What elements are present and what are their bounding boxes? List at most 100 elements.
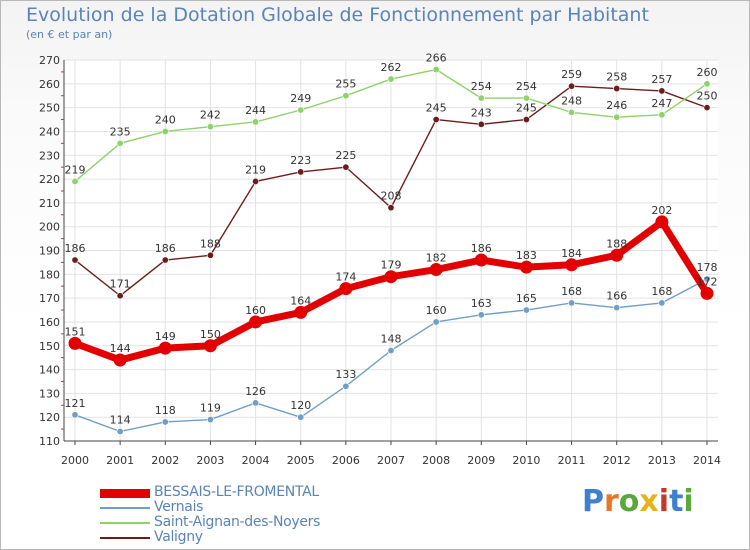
data-point (161, 256, 169, 264)
data-label: 223 (290, 154, 311, 167)
data-label: 179 (381, 259, 402, 272)
data-point (206, 251, 214, 259)
data-point (522, 306, 530, 314)
x-tick-label: 2009 (467, 454, 495, 467)
data-label: 254 (471, 80, 492, 93)
x-tick-label: 2012 (603, 454, 631, 467)
data-label: 171 (110, 278, 131, 291)
proxiti-logo: Proxiti (582, 484, 694, 519)
data-label: 149 (155, 330, 176, 343)
x-tick-label: 2014 (693, 454, 721, 467)
data-point (71, 177, 79, 185)
data-point (432, 116, 440, 124)
data-point (655, 215, 669, 229)
data-point (297, 106, 305, 114)
data-label: 164 (290, 294, 311, 307)
data-point (342, 163, 350, 171)
data-label: 219 (65, 163, 86, 176)
data-point (429, 263, 443, 277)
data-label: 260 (697, 66, 718, 79)
x-tick-label: 2003 (196, 454, 224, 467)
x-tick-label: 2007 (377, 454, 405, 467)
data-label: 126 (245, 385, 266, 398)
data-point (158, 341, 172, 355)
legend-label: Valigny (154, 529, 203, 545)
data-point (474, 253, 488, 267)
data-point (610, 248, 624, 262)
y-tick-label: 130 (39, 387, 60, 400)
data-label: 144 (110, 342, 131, 355)
data-label: 254 (516, 80, 537, 93)
data-point (249, 315, 263, 329)
data-label: 225 (335, 149, 356, 162)
chart-title: Evolution de la Dotation Globale de Fonc… (26, 4, 649, 26)
data-point (703, 275, 711, 283)
data-label: 174 (335, 271, 356, 284)
data-point (113, 353, 127, 367)
data-point (71, 411, 79, 419)
data-label: 257 (651, 73, 672, 86)
data-point (297, 413, 305, 421)
data-point (568, 299, 576, 307)
data-point (477, 120, 485, 128)
data-label: 247 (651, 97, 672, 110)
y-tick-label: 110 (39, 435, 60, 448)
data-point (206, 123, 214, 131)
data-point (432, 318, 440, 326)
x-tick-label: 2002 (151, 454, 179, 467)
legend-label: Vernais (154, 499, 204, 515)
x-tick-label: 2000 (61, 454, 89, 467)
data-label: 151 (65, 325, 86, 338)
data-point (519, 260, 533, 274)
data-label: 119 (200, 402, 221, 415)
x-tick-label: 2006 (332, 454, 360, 467)
data-label: 242 (200, 109, 221, 122)
x-tick-label: 2008 (422, 454, 450, 467)
data-point (203, 339, 217, 353)
data-label: 246 (606, 99, 627, 112)
data-point (116, 427, 124, 435)
data-point (387, 204, 395, 212)
y-tick-label: 190 (39, 245, 60, 258)
data-label: 160 (245, 304, 266, 317)
data-label: 183 (516, 249, 537, 262)
data-point (68, 336, 82, 350)
x-tick-label: 2004 (242, 454, 270, 467)
data-label: 172 (697, 275, 718, 288)
data-label: 121 (65, 397, 86, 410)
data-point (71, 256, 79, 264)
data-label: 258 (606, 71, 627, 84)
data-point (252, 118, 260, 126)
data-point (565, 258, 579, 272)
data-point (568, 82, 576, 90)
data-point (161, 127, 169, 135)
data-point (206, 416, 214, 424)
legend-swatch (100, 507, 150, 509)
data-point (658, 299, 666, 307)
data-label: 245 (516, 102, 537, 115)
data-label: 240 (155, 113, 176, 126)
data-label: 160 (426, 304, 447, 317)
data-label: 182 (426, 252, 447, 265)
y-tick-label: 230 (39, 149, 60, 162)
data-label: 148 (381, 333, 402, 346)
data-point (522, 94, 530, 102)
data-point (384, 270, 398, 284)
data-label: 248 (561, 94, 582, 107)
data-point (658, 87, 666, 95)
data-point (568, 108, 576, 116)
data-label: 163 (471, 297, 492, 310)
y-tick-label: 270 (39, 54, 60, 67)
data-label: 120 (290, 399, 311, 412)
data-point (522, 116, 530, 124)
data-point (342, 92, 350, 100)
data-label: 118 (155, 404, 176, 417)
data-point (700, 286, 714, 300)
legend-swatch (100, 537, 150, 539)
data-label: 165 (516, 292, 537, 305)
data-label: 184 (561, 247, 582, 260)
y-tick-label: 210 (39, 197, 60, 210)
data-point (252, 177, 260, 185)
data-label: 244 (245, 104, 266, 117)
data-label: 186 (471, 242, 492, 255)
